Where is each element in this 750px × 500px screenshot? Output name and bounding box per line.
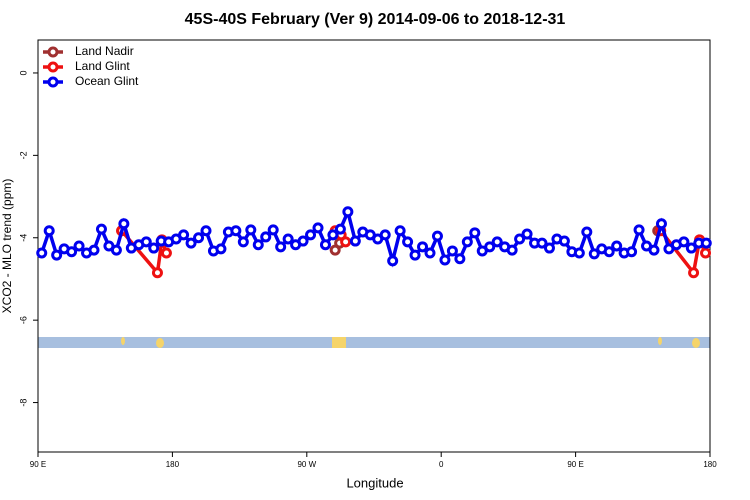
x-tick-label: 0	[439, 460, 444, 469]
data-point	[334, 223, 346, 235]
x-tick-label: 180	[703, 460, 717, 469]
data-point	[73, 240, 85, 252]
x-tick-label: 90 E	[30, 460, 46, 469]
data-point	[215, 243, 227, 255]
land-strip	[121, 337, 125, 345]
data-point	[36, 247, 48, 259]
data-point	[312, 222, 324, 234]
y-tick-label: -4	[18, 234, 28, 242]
data-point	[387, 255, 399, 267]
data-point	[402, 236, 414, 248]
data-point	[633, 224, 645, 236]
data-point	[193, 232, 205, 244]
data-point	[237, 236, 249, 248]
data-point	[245, 224, 257, 236]
legend-label: Ocean Glint	[75, 74, 139, 88]
y-tick-label: -8	[18, 399, 28, 407]
y-tick-label: -2	[18, 151, 28, 159]
data-point	[439, 254, 451, 266]
data-point	[611, 240, 623, 252]
data-point	[379, 229, 391, 241]
data-point	[484, 241, 496, 253]
data-point	[603, 246, 615, 258]
x-axis-label: Longitude	[346, 475, 403, 490]
data-point	[521, 228, 533, 240]
data-point	[66, 246, 78, 258]
data-point	[342, 206, 354, 218]
x-tick-label: 180	[166, 460, 180, 469]
data-point	[95, 223, 107, 235]
data-point	[446, 245, 458, 257]
data-point	[178, 229, 190, 241]
data-point	[148, 242, 160, 254]
data-point	[424, 247, 436, 259]
data-point	[282, 233, 294, 245]
data-point	[409, 249, 421, 261]
data-point	[200, 225, 212, 237]
data-point	[573, 247, 585, 259]
data-point	[260, 231, 272, 243]
data-point	[252, 239, 264, 251]
data-point	[327, 229, 339, 241]
surface-strip	[38, 337, 710, 348]
data-point	[140, 236, 152, 248]
data-point	[506, 244, 518, 256]
y-tick-label: -6	[18, 316, 28, 324]
land-strip	[156, 338, 164, 348]
data-point	[581, 226, 593, 238]
data-point	[558, 235, 570, 247]
data-point	[626, 246, 638, 258]
data-point	[185, 237, 197, 249]
legend-marker	[47, 76, 59, 88]
data-point	[461, 236, 473, 248]
land-strip	[332, 337, 346, 348]
data-point	[51, 249, 63, 261]
data-point	[151, 267, 163, 279]
data-point	[305, 229, 317, 241]
data-point	[655, 218, 667, 230]
data-point	[700, 237, 712, 249]
data-point	[543, 242, 555, 254]
data-point	[469, 227, 481, 239]
data-point	[588, 248, 600, 260]
data-point	[514, 233, 526, 245]
data-point	[536, 237, 548, 249]
y-axis-label: XCO2 - MLO trend (ppm)	[0, 179, 14, 314]
data-point	[230, 225, 242, 237]
legend-label: Land Glint	[75, 59, 130, 73]
x-tick-label: 90 W	[297, 460, 316, 469]
data-point	[340, 236, 352, 248]
data-point	[110, 244, 122, 256]
chart-title: 45S-40S February (Ver 9) 2014-09-06 to 2…	[185, 11, 566, 28]
data-point	[700, 247, 712, 259]
data-point	[688, 267, 700, 279]
data-point	[267, 224, 279, 236]
data-point	[349, 235, 361, 247]
land-strip	[658, 337, 662, 345]
data-point	[118, 218, 130, 230]
legend-marker	[47, 61, 59, 73]
data-point	[160, 247, 172, 259]
data-point	[319, 239, 331, 251]
legend-label: Land Nadir	[75, 44, 134, 58]
x-tick-label: 90 E	[567, 460, 583, 469]
data-point	[275, 241, 287, 253]
data-point	[431, 230, 443, 242]
data-point	[417, 241, 429, 253]
ocean-strip	[38, 337, 710, 348]
data-point	[43, 225, 55, 237]
land-strip	[692, 338, 700, 348]
data-point	[88, 244, 100, 256]
data-point	[491, 236, 503, 248]
data-point	[678, 236, 690, 248]
data-point	[685, 242, 697, 254]
data-point	[454, 253, 466, 265]
y-tick-label: 0	[18, 70, 28, 75]
data-point	[394, 225, 406, 237]
data-point	[648, 244, 660, 256]
data-point	[297, 235, 309, 247]
legend-marker	[47, 46, 59, 58]
